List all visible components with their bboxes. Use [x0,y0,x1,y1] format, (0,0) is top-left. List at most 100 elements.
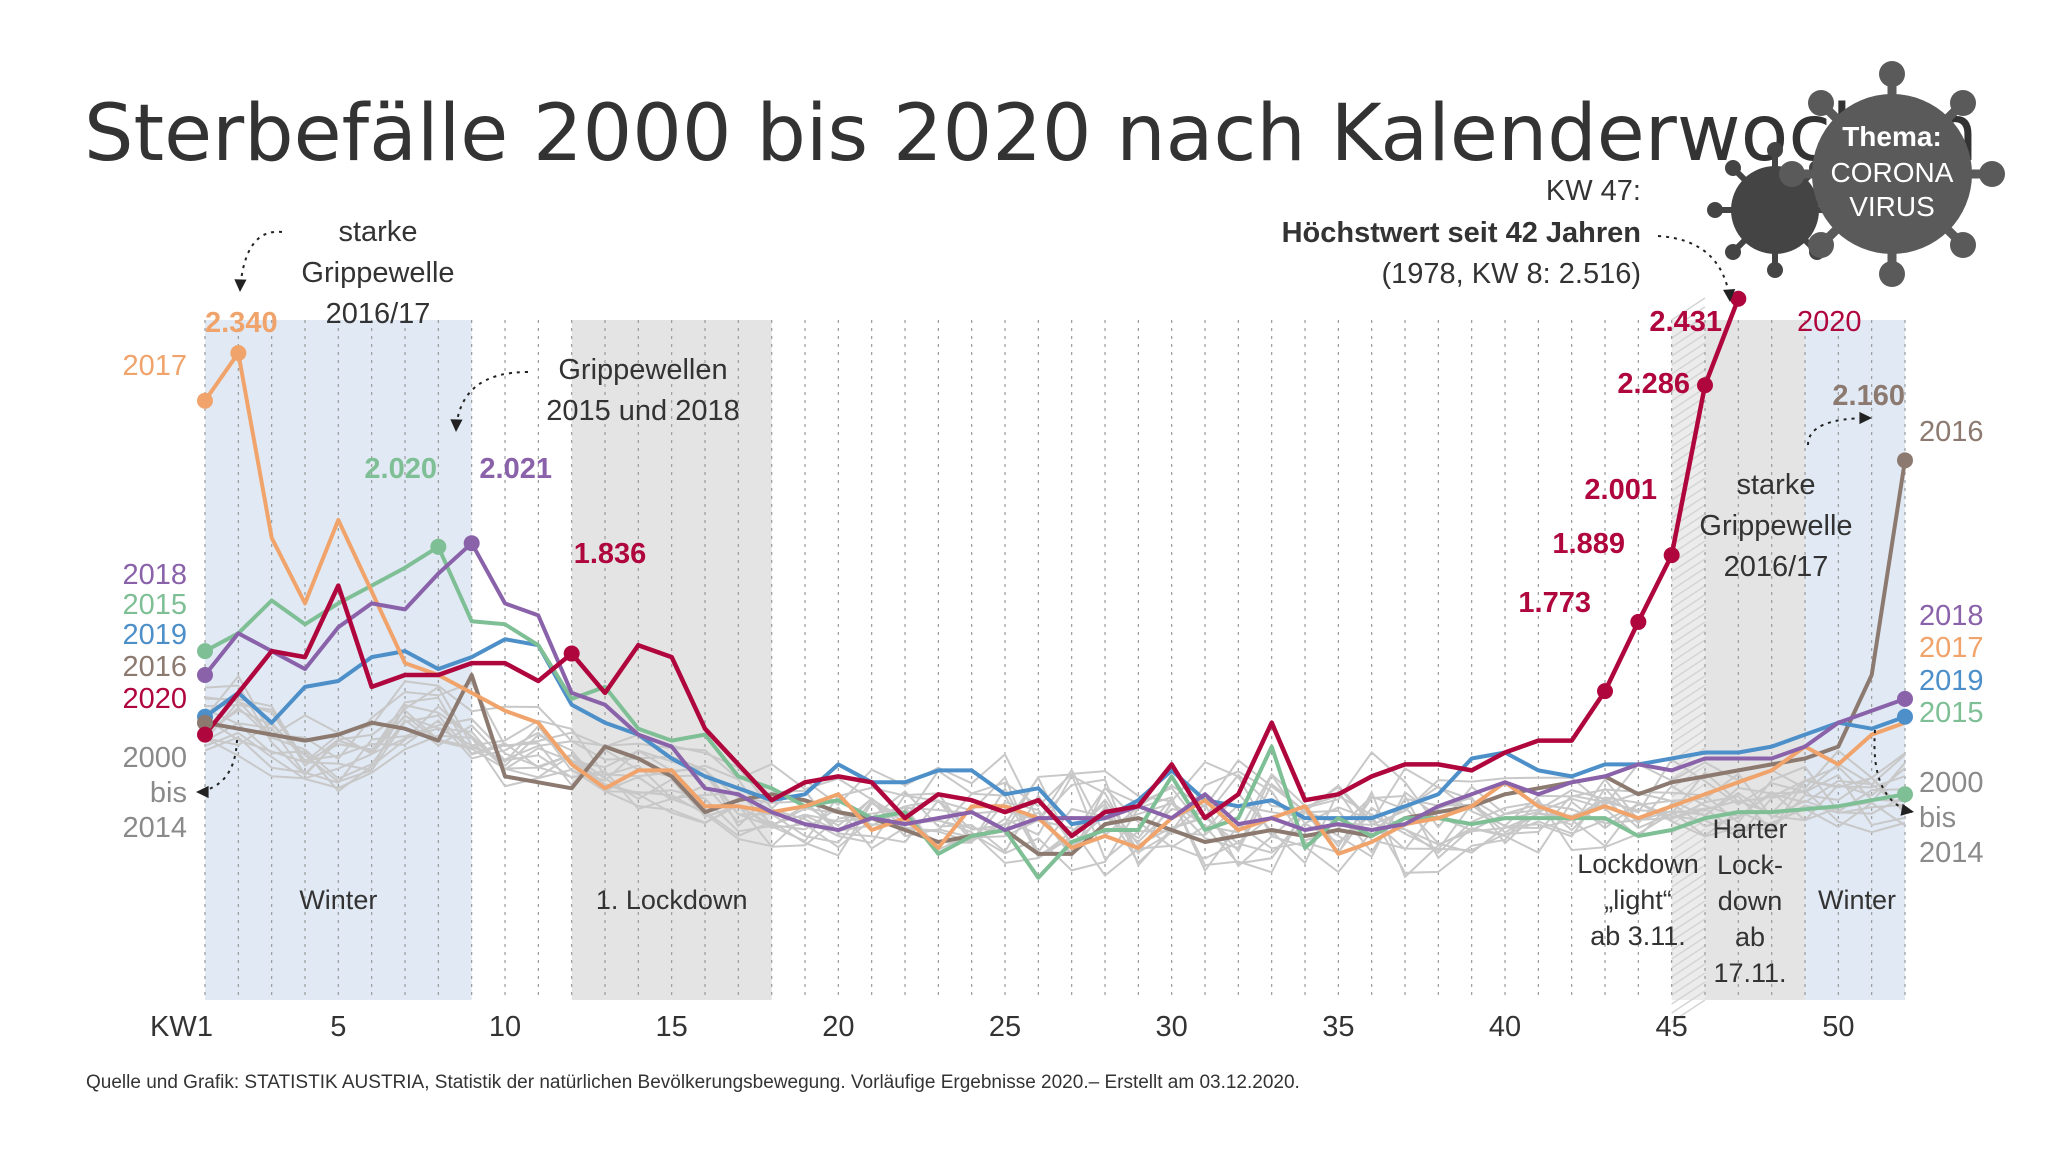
hard-lockdown-label-2: Lock- [1717,850,1783,880]
end-marker-2016 [1897,452,1913,469]
hatch-line [1671,324,1706,348]
hatch-line [1671,495,1706,519]
hatch-line [1671,585,1706,609]
arrow-flu-1617-left-stroke [239,230,283,291]
hatch-line [1671,387,1706,411]
hatch-line [1671,603,1706,627]
annotation-kw47-line-3: (1978, KW 8: 2.516) [1381,258,1641,290]
annotation-2017-max: 2.340 [205,307,278,339]
end-marker-2018 [1897,690,1913,707]
right-label-background-2: bis [1919,802,1956,834]
hatch-line [1671,711,1706,735]
hatch-line [1671,765,1706,789]
annotation-flu-1617-left-1: starke [339,216,418,248]
series-line-2020 [203,297,1741,839]
hatch-line [1671,576,1706,600]
arrow-flu-1617-left-head [234,279,247,292]
x-tick-50: 50 [1822,1011,1854,1043]
hatch-line [1671,333,1706,357]
hatch-line [1671,729,1706,753]
hard-lockdown-label-5: 17.11. [1713,958,1786,988]
light-lockdown-label-3: ab 3.11. [1590,921,1686,951]
annotation-2015-max: 2.020 [364,453,437,485]
hatch-line [1671,558,1706,582]
winter-label-left: Winter [299,885,377,915]
light-lockdown-label-1: Lockdown [1577,849,1699,879]
left-label-background-3: 2014 [122,812,187,844]
marker-2020-kw44 [1630,613,1647,630]
annotation-kw47-line-1: KW 47: [1546,175,1641,207]
x-tick-5: 5 [330,1011,346,1043]
annotation-2016-kw52: 2.160 [1832,380,1905,412]
annotation-flu-1617-right-3: 2016/17 [1724,551,1829,583]
badge-line-1: Thema: [1842,121,1942,152]
arrow-kw47-stroke [1657,235,1731,301]
hatch-line [1671,441,1706,465]
hatch-line [1671,909,1706,933]
arrow-flu-1518-head [450,419,463,432]
hatch-line [1671,900,1706,924]
x-tick-30: 30 [1156,1011,1188,1043]
marker-2020-kw47 [1730,290,1747,307]
hatch-line [1671,621,1706,645]
marker-2017-kw2 [230,345,247,361]
hatch-line [1671,855,1706,879]
left-label-background-2: bis [150,777,187,809]
background-series-line [204,696,1906,868]
badge-line-2: CORONA [1831,157,1954,188]
end-marker-2015 [1897,786,1913,803]
hatch-line [1671,999,1706,1023]
hatch-line [1671,630,1706,654]
arrow-background-left-head [196,785,209,799]
series-line-2015 [204,544,1906,880]
hatch-line [1671,297,1706,321]
x-tick-40: 40 [1489,1011,1521,1043]
winter-label-right: Winter [1818,885,1896,915]
annotation-2020-kw45: 2.001 [1584,474,1657,506]
hatch-line [1671,891,1706,915]
hatch-line [1671,684,1706,708]
light-lockdown-label-2: „light“ [1604,885,1672,915]
right-label-2019: 2019 [1919,665,1984,697]
lockdown-label: 1. Lockdown [596,885,748,915]
x-tick-1: 1 [197,1011,213,1043]
arrow-flu-1617-right-head [1859,411,1872,425]
annotation-2018-max: 2.021 [479,453,552,485]
hard-lockdown-label-4: ab [1735,922,1765,952]
arrow-background-right-head [1900,803,1914,816]
annotation-2020-kw43: 1.773 [1518,587,1591,619]
series-line-2017 [203,351,1906,856]
source-note: Quelle und Grafik: STATISTIK AUSTRIA, St… [86,1072,1300,1093]
hatch-line [1671,432,1706,456]
hatch-line [1671,990,1706,1014]
right-label-background-1: 2000 [1919,767,1984,799]
hatch-line [1671,882,1706,906]
left-label-2020: 2020 [122,683,187,715]
hard-lockdown-label-3: down [1718,886,1783,916]
x-tick-35: 35 [1322,1011,1354,1043]
shaded-period-4 [1705,320,1805,1000]
left-label-2019: 2019 [122,619,187,651]
hatch-line [1671,639,1706,663]
left-label-background-1: 2000 [122,742,187,774]
hatch-line [1671,594,1706,618]
x-tick-15: 15 [656,1011,688,1043]
hatch-line [1671,306,1706,330]
series-line-2016 [204,459,1907,856]
hatch-line [1671,981,1706,1005]
right-label-2020: 2020 [1797,306,1862,338]
annotation-flu-1617-right-1: starke [1737,469,1816,501]
right-label-2017: 2017 [1919,632,1984,664]
left-label-2015: 2015 [122,589,187,621]
hatch-line [1671,522,1706,546]
annotation-flu-1617-left-3: 2016/17 [326,298,431,330]
x-axis-label: KW [150,1011,197,1043]
hatch-line [1671,972,1706,996]
hatch-line [1671,657,1706,681]
hard-lockdown-label-1: Harter [1712,814,1787,844]
hatch-line [1671,360,1706,384]
marker-2020-kw43 [1597,683,1613,700]
hatch-line [1671,918,1706,942]
hatch-line [1671,567,1706,591]
